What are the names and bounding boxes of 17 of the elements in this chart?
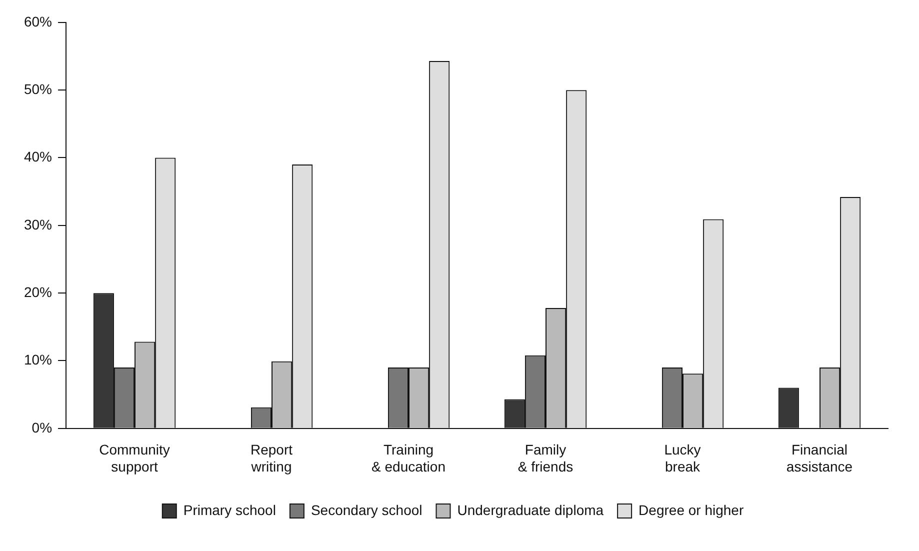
y-tick-label: 10% xyxy=(24,352,52,368)
y-tick-label: 60% xyxy=(24,13,52,30)
x-tick-label: Lucky break xyxy=(664,442,702,474)
x-tick-label: Training & education xyxy=(372,442,446,474)
legend-label: Primary school xyxy=(183,502,276,518)
x-tick-label: Community support xyxy=(99,442,170,474)
y-tick-label: 0% xyxy=(32,419,52,436)
x-tick-label: Financial assistance xyxy=(786,442,853,474)
legend-label: Secondary school xyxy=(310,502,422,518)
x-tick-label: Family & friends xyxy=(518,442,574,474)
y-tick-label: 20% xyxy=(24,284,52,300)
y-tick-label: 50% xyxy=(24,80,52,97)
y-tick-label: 40% xyxy=(24,148,52,165)
y-tick-label: 30% xyxy=(24,216,52,232)
x-tick-label: Report writing xyxy=(250,442,293,474)
legend-label: Undergraduate diploma xyxy=(457,502,604,518)
legend-label: Degree or higher xyxy=(638,502,744,518)
